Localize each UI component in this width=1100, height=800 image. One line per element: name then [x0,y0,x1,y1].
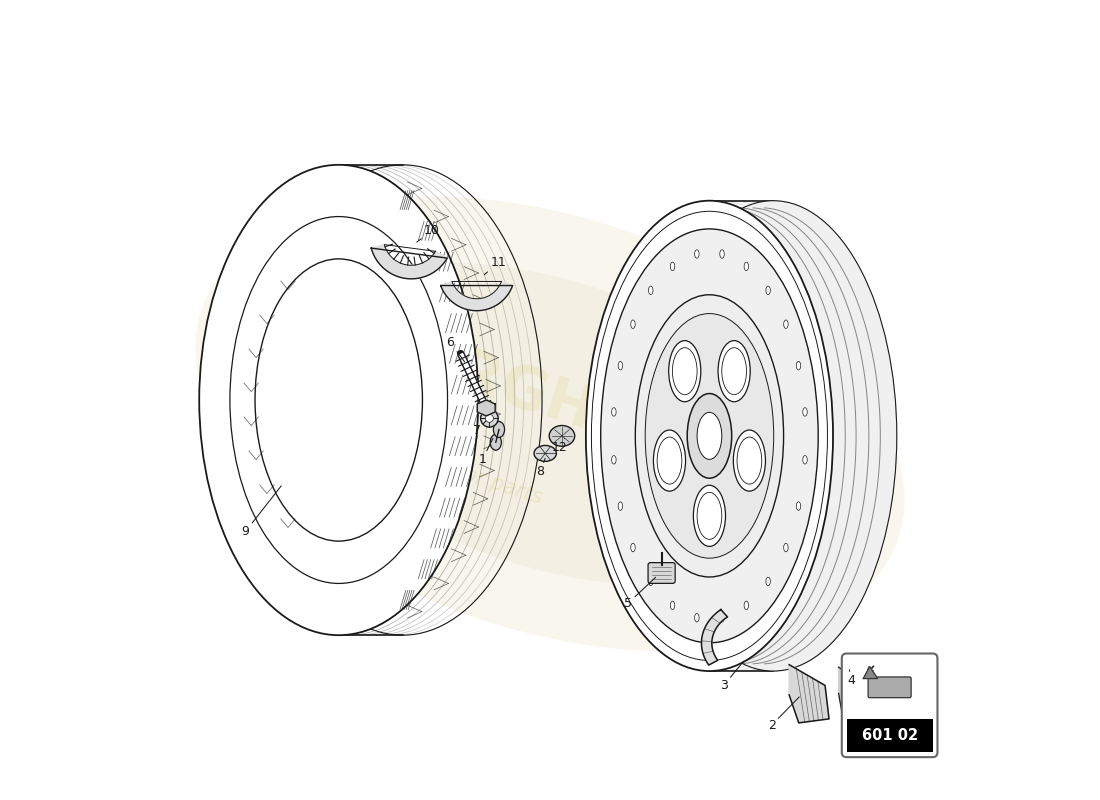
Ellipse shape [649,286,653,294]
Ellipse shape [744,601,749,610]
Ellipse shape [693,486,726,546]
Ellipse shape [796,362,801,370]
Text: 12: 12 [552,438,568,454]
Ellipse shape [670,262,674,270]
FancyBboxPatch shape [648,562,675,583]
Ellipse shape [783,543,788,552]
Text: 4: 4 [847,670,856,687]
FancyBboxPatch shape [868,677,911,698]
Ellipse shape [481,410,498,427]
Ellipse shape [803,408,807,416]
Ellipse shape [734,430,766,491]
Text: 7: 7 [473,421,486,437]
Ellipse shape [672,348,697,394]
Ellipse shape [650,201,896,671]
Text: 2: 2 [768,697,800,732]
Ellipse shape [803,455,807,464]
Ellipse shape [618,502,623,510]
Ellipse shape [719,250,724,258]
Ellipse shape [722,348,747,394]
Ellipse shape [280,262,820,586]
Ellipse shape [796,502,801,510]
Text: 10: 10 [417,225,440,242]
Ellipse shape [766,577,770,586]
FancyBboxPatch shape [842,654,937,757]
Polygon shape [838,667,869,721]
Ellipse shape [630,543,635,552]
Text: LAMBORGHINI: LAMBORGHINI [227,273,690,472]
Ellipse shape [694,614,700,622]
Ellipse shape [737,437,762,484]
Ellipse shape [657,437,682,484]
Text: 3: 3 [719,662,744,692]
Ellipse shape [697,412,722,459]
Text: 6: 6 [447,336,464,362]
Polygon shape [789,665,829,723]
Text: 11: 11 [484,256,506,274]
Ellipse shape [670,601,674,610]
Text: passion for parts: passion for parts [372,435,544,508]
Ellipse shape [612,455,616,464]
Ellipse shape [669,341,701,402]
Ellipse shape [744,262,749,270]
Ellipse shape [199,165,478,635]
Ellipse shape [230,217,448,583]
Text: 8: 8 [537,458,546,478]
Ellipse shape [494,422,505,438]
Ellipse shape [630,320,635,329]
Ellipse shape [636,294,783,577]
Polygon shape [441,282,513,310]
Text: 601 02: 601 02 [861,728,917,743]
Ellipse shape [783,320,788,329]
Ellipse shape [694,250,700,258]
Ellipse shape [586,201,833,671]
Ellipse shape [491,434,502,450]
Polygon shape [371,245,448,279]
Ellipse shape [653,430,685,491]
Ellipse shape [688,394,732,478]
Ellipse shape [612,408,616,416]
Ellipse shape [719,614,724,622]
Ellipse shape [485,414,494,422]
Ellipse shape [766,286,770,294]
Text: 9: 9 [242,486,282,538]
Ellipse shape [196,197,904,651]
Text: 1985: 1985 [605,528,711,591]
Text: 1: 1 [478,438,493,466]
Ellipse shape [618,362,623,370]
Ellipse shape [549,426,574,446]
Ellipse shape [601,229,818,643]
Text: 5: 5 [624,578,656,610]
Ellipse shape [535,446,557,462]
Ellipse shape [646,314,773,558]
Ellipse shape [255,259,422,541]
Ellipse shape [718,341,750,402]
Polygon shape [702,610,727,665]
Polygon shape [477,400,495,416]
Bar [847,718,933,752]
Ellipse shape [697,492,722,539]
Ellipse shape [649,577,653,586]
Polygon shape [864,666,878,678]
